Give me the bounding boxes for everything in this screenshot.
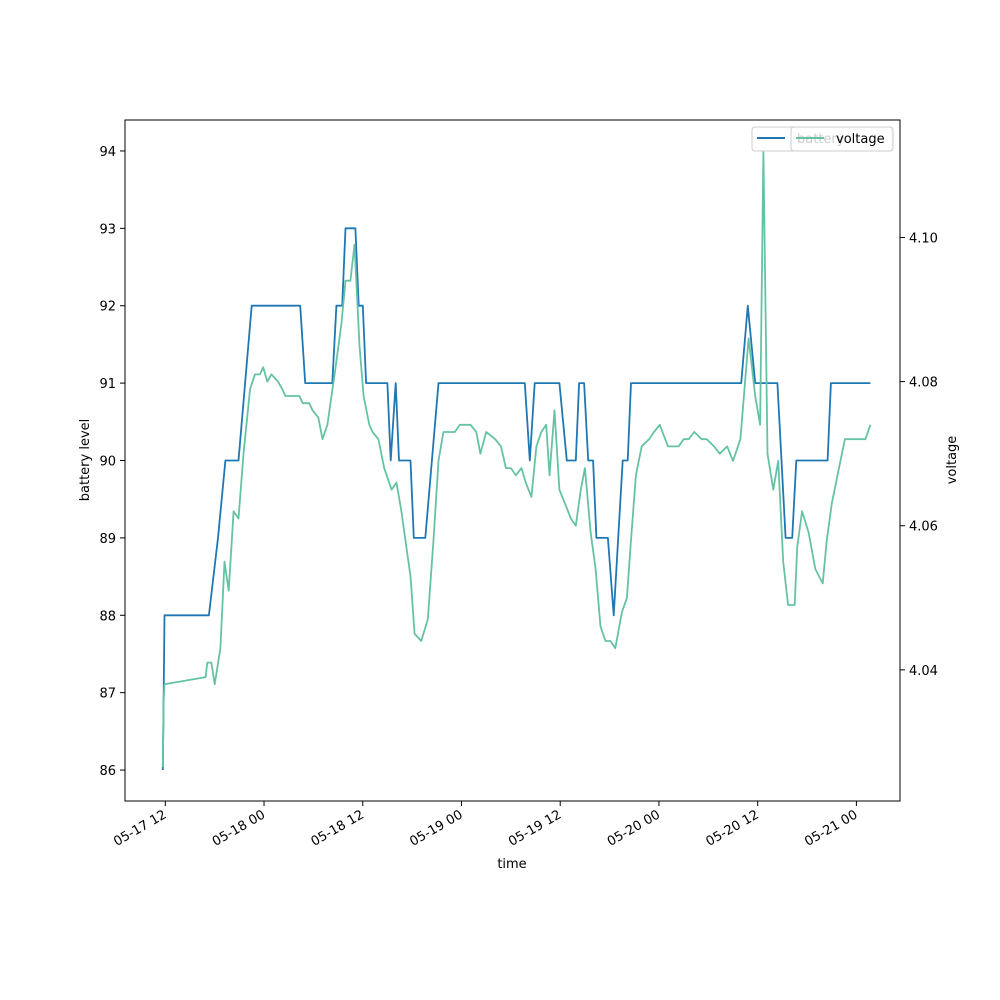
- y-left-tick-label: 86: [99, 764, 116, 779]
- legend-voltage-frame: [790, 126, 894, 152]
- series-line-battery: [161, 227, 871, 771]
- y-left-tick-label: 92: [99, 300, 116, 315]
- legend-voltage-label: voltage: [836, 132, 885, 147]
- y-left-tick-label: 94: [99, 145, 116, 160]
- series-layer: [161, 150, 872, 771]
- series-line-voltage: [161, 150, 872, 768]
- x-axis-title: time: [497, 857, 526, 872]
- y-left-tick-label: 87: [99, 687, 116, 702]
- y-left-tick-label: 89: [99, 532, 116, 547]
- y-left-tick-label: 93: [99, 222, 116, 237]
- y-axis-right: 4.04 4.06 4.08 4.10: [900, 231, 938, 679]
- y-right-tick-label: 4.10: [909, 231, 938, 246]
- y-left-tick-label: 90: [99, 455, 116, 470]
- legend-voltage: voltage: [790, 126, 894, 152]
- y-axis-left-title: battery level: [78, 419, 93, 502]
- y-right-tick-label: 4.08: [909, 376, 938, 391]
- y-left-tick-label: 91: [99, 377, 116, 392]
- y-right-tick-label: 4.06: [909, 520, 938, 535]
- y-right-tick-label: 4.04: [909, 664, 938, 679]
- y-axis-left: 86 87 88 89 90 91 92 93 94: [99, 145, 125, 779]
- y-axis-right-title: voltage: [945, 436, 960, 485]
- y-left-tick-label: 88: [99, 609, 116, 624]
